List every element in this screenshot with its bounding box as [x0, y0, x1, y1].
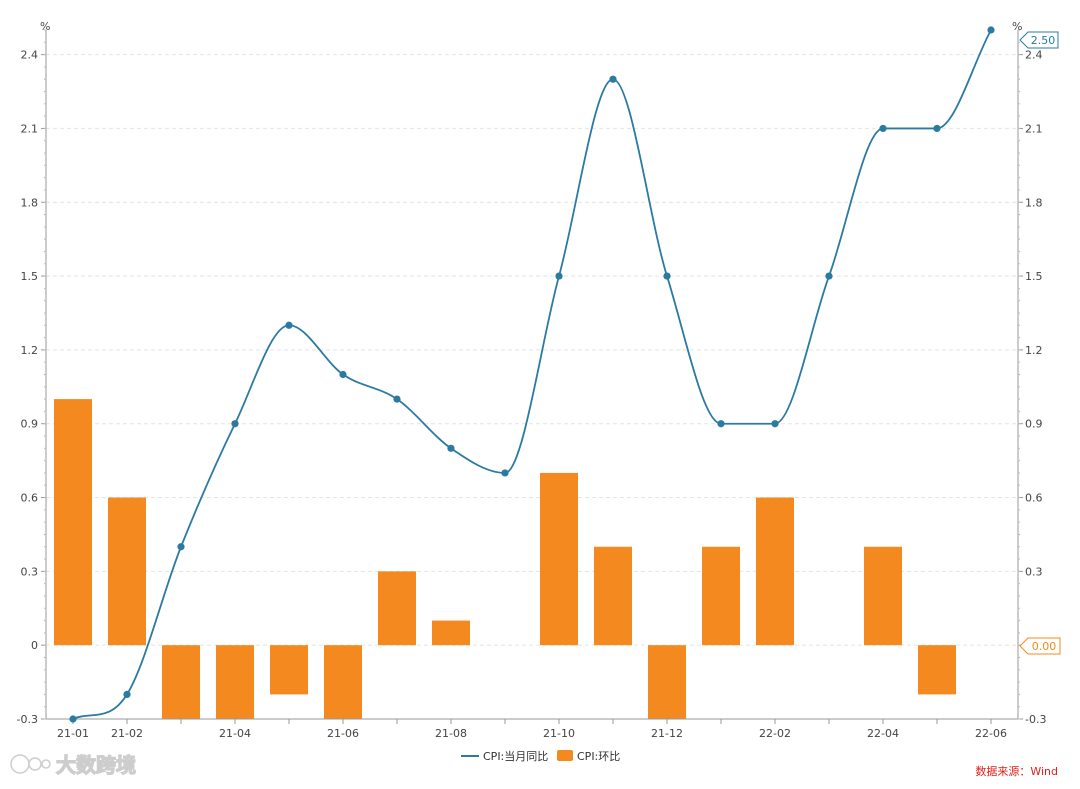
x-tick-label: 21-02	[111, 727, 143, 740]
line-end-label: 2.50	[1019, 31, 1059, 49]
legend-line-label: CPI:当月同比	[483, 749, 548, 763]
bar[interactable]	[378, 571, 416, 646]
line-point[interactable]	[771, 420, 779, 428]
y-right-unit: %	[1012, 20, 1022, 33]
y-right-tick-label: 0.6	[1025, 492, 1043, 505]
y-right-tick-label: 2.4	[1025, 49, 1043, 62]
legend-bar-swatch	[557, 750, 573, 761]
line-series-path	[72, 29, 992, 720]
line-point[interactable]	[555, 272, 563, 280]
bar-end-label: 0.00	[1019, 637, 1061, 655]
x-ticks: 21-01 21-02 21-04 21-06 21-08 21-10 21-12 22-02…	[57, 719, 1007, 740]
line-point[interactable]	[933, 124, 941, 133]
line-point[interactable]	[123, 690, 131, 698]
y-left-tick-label: 2.4	[21, 49, 39, 62]
y-left-tick-label: 0	[31, 639, 38, 652]
y-left-tick-label: 0.9	[21, 418, 39, 431]
line-series-points	[69, 26, 995, 723]
line-point[interactable]	[717, 420, 725, 428]
legend-bar-label: CPI:环比	[577, 750, 620, 763]
y-left-tick-label: -0.3	[17, 713, 38, 726]
line-point[interactable]	[663, 272, 671, 280]
y-right-tick-label: 2.1	[1025, 122, 1043, 135]
x-tick-label: 21-08	[435, 727, 467, 740]
y-left-tick-label: 1.8	[21, 196, 39, 209]
y-right-ticks: -0.300.30.60.91.21.51.82.12.4	[1018, 29, 1046, 726]
x-tick-label: 22-06	[975, 727, 1007, 740]
bar[interactable]	[918, 645, 956, 695]
bar[interactable]	[54, 399, 92, 646]
y-right-tick-label: 1.8	[1025, 196, 1043, 209]
line-end-label-box	[1019, 31, 1059, 49]
x-tick-label: 22-02	[759, 727, 791, 740]
y-left-tick-label: 1.5	[21, 270, 39, 283]
legend-item-line[interactable]: CPI:当月同比	[461, 749, 548, 763]
bar[interactable]	[648, 645, 686, 719]
data-source: 数据来源：Wind	[975, 764, 1058, 778]
y-right-tick-label: 0.3	[1025, 565, 1043, 578]
legend-item-bar[interactable]: CPI:环比	[557, 750, 620, 763]
line-point[interactable]	[177, 543, 185, 551]
bar[interactable]	[756, 497, 794, 646]
y-left-tick-label: 2.1	[21, 122, 39, 135]
x-tick-label: 22-04	[867, 727, 899, 740]
bar[interactable]	[594, 546, 632, 646]
bar[interactable]	[216, 645, 254, 719]
bar[interactable]	[702, 546, 740, 646]
x-tick-label: 21-12	[651, 727, 683, 740]
legend: CPI:当月同比 CPI:环比	[461, 749, 620, 763]
y-left-unit: %	[40, 20, 50, 33]
bar[interactable]	[162, 645, 200, 719]
line-point[interactable]	[69, 715, 77, 723]
line-point[interactable]	[393, 395, 401, 403]
y-right-tick-label: 1.5	[1025, 270, 1043, 283]
watermark-logo-icon	[10, 754, 51, 774]
y-right-tick-label: -0.3	[1025, 713, 1046, 726]
bar[interactable]	[270, 645, 308, 695]
watermark: 大数跨境	[10, 752, 137, 778]
line-point[interactable]	[501, 469, 509, 477]
bar-end-label-box	[1019, 637, 1061, 655]
x-tick-label: 21-06	[327, 727, 359, 740]
y-left-tick-label: 1.2	[21, 344, 39, 357]
line-point[interactable]	[987, 26, 995, 34]
bar[interactable]	[324, 645, 362, 719]
line-point[interactable]	[609, 75, 617, 83]
y-right-tick-label: 1.2	[1025, 344, 1043, 357]
line-end-label-text: 2.50	[1031, 34, 1056, 47]
bar-end-label-text: 0.00	[1032, 640, 1057, 653]
bar[interactable]	[108, 497, 146, 646]
bar[interactable]	[432, 620, 470, 646]
line-point[interactable]	[231, 420, 239, 428]
bar[interactable]	[864, 546, 902, 646]
y-right-tick-label: 0.9	[1025, 418, 1043, 431]
x-tick-label: 21-10	[543, 727, 575, 740]
grid-lines	[46, 54, 1018, 646]
watermark-text: 大数跨境	[56, 753, 136, 777]
bar-series	[54, 399, 956, 719]
line-point[interactable]	[447, 444, 455, 452]
x-tick-label: 21-04	[219, 727, 251, 740]
bar[interactable]	[540, 472, 578, 646]
y-left-tick-label: 0.3	[21, 565, 39, 578]
line-point[interactable]	[879, 124, 887, 133]
y-left-ticks: -0.3 0 0.3 0.6 0.9 1.2 1.5 1.8 2.1 2.4	[17, 29, 46, 726]
x-tick-label: 21-01	[57, 727, 89, 740]
line-point[interactable]	[285, 321, 293, 329]
line-point[interactable]	[825, 272, 833, 280]
line-point[interactable]	[339, 370, 347, 379]
y-left-tick-label: 0.6	[21, 492, 39, 505]
